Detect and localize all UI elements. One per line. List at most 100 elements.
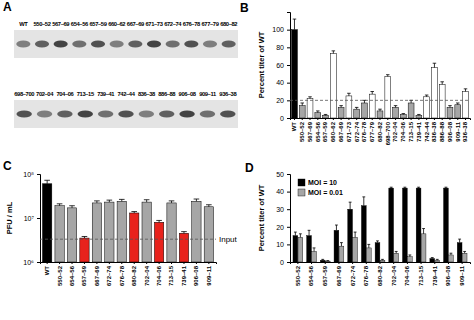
error-bar (350, 202, 351, 209)
tick: 713–15 (408, 118, 414, 142)
tick-label: 936–38 (462, 121, 468, 142)
plot-area (293, 187, 467, 262)
error-cap (395, 251, 398, 252)
blot-band (118, 111, 133, 118)
lane-label: 654–56 (71, 21, 89, 27)
tick-label: 657–59 (81, 265, 87, 286)
tick: 657–59 (81, 262, 87, 286)
lane-label: 698–700 (14, 91, 34, 97)
blot-band (200, 111, 215, 118)
axis-line (287, 13, 291, 119)
tick-mark (297, 262, 298, 264)
tick-label: 676–78 (119, 265, 125, 286)
blot-band (78, 111, 93, 118)
blot-band (72, 41, 86, 48)
blot-band (110, 41, 124, 48)
axis-line (37, 175, 41, 263)
tick-label: 0 (280, 115, 284, 122)
tick-mark (403, 118, 404, 120)
tick: 672–74 (354, 118, 360, 142)
tick-mark (310, 118, 311, 120)
error-cap (367, 244, 370, 245)
lane-label: 742–44 (118, 91, 136, 97)
panel-label: A (3, 0, 12, 14)
bar (449, 255, 454, 262)
error-cap (194, 199, 200, 200)
tick-mark (59, 262, 60, 264)
bar (369, 94, 375, 118)
error-bar (382, 259, 383, 261)
error-cap (131, 211, 137, 212)
tick-label: 667–69 (338, 121, 344, 142)
bar (416, 115, 422, 118)
bar (447, 107, 453, 118)
tick: 702–04 (391, 262, 397, 286)
error-cap (82, 236, 88, 237)
tick-mark (287, 83, 290, 84)
bar (444, 188, 449, 262)
error-cap (347, 93, 350, 94)
tick: 677–79 (369, 118, 375, 142)
tick-mark (434, 262, 435, 264)
lane-label: 836–38 (138, 91, 156, 97)
panel-label: C (3, 159, 12, 173)
tick-label: WT (44, 266, 50, 276)
tick: 40 (276, 188, 290, 195)
bar (402, 188, 407, 262)
error-cap (378, 109, 381, 110)
tick-label: 567–69 (307, 121, 313, 142)
error-cap (450, 253, 453, 254)
error-cap (381, 259, 384, 260)
bar (154, 222, 163, 262)
error-cap (340, 242, 343, 243)
error-bar (47, 180, 48, 183)
bar (142, 202, 151, 262)
bar (408, 103, 414, 118)
tick-mark (418, 118, 419, 120)
tick-mark (72, 262, 73, 264)
tick-mark (109, 262, 110, 264)
tick: 713–15 (418, 262, 424, 286)
bar (430, 258, 435, 262)
tick: 906–08 (447, 118, 453, 142)
tick-mark (366, 262, 367, 264)
bar (435, 260, 440, 262)
bar (394, 253, 399, 262)
bar (353, 237, 358, 262)
bar (361, 206, 366, 262)
tick-mark (287, 30, 290, 31)
blot-band (128, 41, 142, 48)
error-cap (448, 105, 451, 106)
x-axis: WT550–52567–69654–56657–59660–62667–6967… (291, 118, 471, 145)
bar (293, 236, 298, 262)
error-cap (355, 107, 358, 108)
tick-mark (395, 118, 396, 120)
panel-label: D (245, 161, 254, 175)
tick-mark (311, 262, 312, 264)
tick-label: 680–82 (377, 265, 383, 286)
tick: 739–41 (432, 262, 438, 286)
bar (307, 99, 313, 118)
error-cap (94, 200, 100, 201)
error-cap (436, 259, 439, 260)
tick-label: 672–74 (106, 265, 112, 286)
bar (439, 84, 445, 118)
bar (416, 188, 421, 262)
tick-label: 698–700 (385, 121, 391, 145)
tick-label: 654–56 (308, 265, 314, 286)
bar (463, 92, 469, 119)
error-cap (440, 81, 443, 82)
error-cap (332, 50, 335, 51)
tick-mark (325, 262, 326, 264)
bar (55, 206, 64, 262)
tick: 704–06 (404, 262, 410, 286)
error-cap (206, 204, 212, 205)
tick-label: 667–69 (336, 265, 342, 286)
panel: 01020304050550–52654–56657–59667–69672–7… (245, 161, 471, 286)
tick-label: 906–08 (447, 121, 453, 142)
bar (167, 203, 176, 262)
tick-label: 836–38 (431, 121, 437, 142)
y-axis-title: Percent titer of WT (257, 184, 266, 251)
blot-band (203, 41, 217, 48)
error-bar (409, 255, 410, 257)
